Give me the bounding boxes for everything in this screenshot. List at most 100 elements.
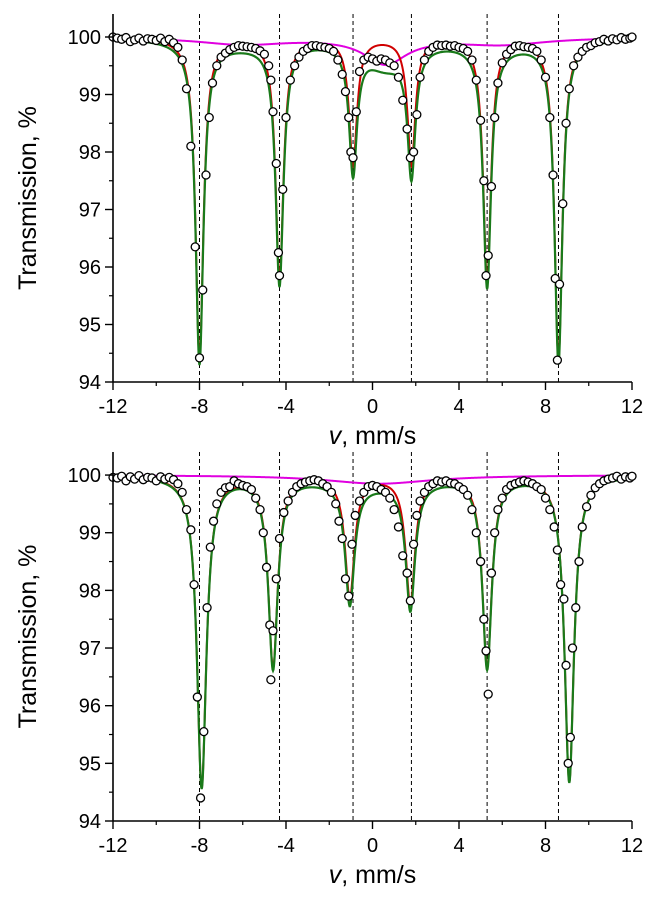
- data-point: [577, 522, 587, 532]
- data-point: [540, 493, 551, 503]
- data-point: [561, 660, 571, 670]
- data-point: [497, 493, 507, 503]
- x-axis-title: v, mm/s: [329, 861, 417, 889]
- x-tick-label: 12: [621, 835, 643, 857]
- data-point: [467, 55, 477, 65]
- x-axis-title-rest: , mm/s: [341, 422, 416, 450]
- data-point: [415, 72, 425, 82]
- y-axis-title: Transmission, %: [14, 106, 42, 290]
- data-point: [246, 484, 257, 495]
- data-point: [545, 112, 555, 123]
- data-point: [479, 614, 489, 624]
- x-tick-label: -12: [99, 835, 128, 857]
- data-point: [555, 579, 566, 590]
- data-point: [344, 591, 354, 601]
- data-point: [497, 58, 507, 68]
- data-point: [532, 46, 542, 57]
- data-point: [490, 528, 500, 538]
- y-tick-label: 95: [79, 315, 101, 337]
- data-point: [274, 270, 285, 281]
- panel-top: -12 -8 -4 0 4 8 12 94 95 96 97 98 99 100 Transmission,…: [14, 14, 643, 450]
- x-axis-title-rest: , mm/s: [341, 861, 416, 889]
- data-point: [586, 490, 596, 500]
- data-point: [415, 496, 425, 506]
- x-tick-label: 0: [367, 396, 378, 418]
- data-point: [554, 279, 565, 289]
- data-point: [354, 496, 365, 506]
- data-point: [283, 496, 293, 506]
- data-point: [199, 726, 209, 737]
- data-point: [334, 516, 344, 526]
- data-point: [545, 505, 555, 515]
- data-point: [405, 596, 415, 606]
- data-point: [493, 78, 503, 88]
- data-point: [412, 510, 422, 521]
- data-point: [212, 499, 222, 509]
- data-point: [559, 594, 569, 604]
- data-point: [389, 505, 399, 515]
- data-point: [326, 487, 337, 498]
- data-point: [564, 84, 574, 94]
- data-point: [279, 507, 289, 518]
- x-axis-title-symbol: v: [329, 422, 343, 450]
- y-tick-label: 96: [79, 257, 101, 279]
- data-point: [354, 66, 365, 77]
- data-point: [393, 522, 404, 532]
- data-point: [627, 32, 637, 42]
- x-tick-label: 12: [621, 396, 643, 418]
- data-point: [202, 603, 212, 613]
- data-point: [398, 95, 408, 105]
- data-point: [285, 75, 295, 85]
- x-tick-label: -8: [191, 396, 209, 418]
- y-tick-label: 99: [79, 523, 101, 545]
- data-point: [552, 545, 563, 555]
- y-tick-label: 100: [68, 27, 101, 49]
- data-point: [190, 242, 200, 252]
- data-point: [561, 118, 571, 128]
- data-point: [540, 72, 551, 82]
- data-point: [194, 353, 205, 363]
- data-point: [490, 112, 500, 123]
- data-point: [340, 574, 351, 584]
- data-point: [266, 75, 276, 85]
- data-point: [483, 250, 493, 261]
- data-point: [266, 675, 276, 685]
- data-point: [475, 115, 486, 126]
- data-point: [268, 107, 278, 117]
- data-point: [471, 528, 481, 538]
- data-point: [563, 758, 573, 768]
- y-tick-label: 94: [79, 372, 101, 394]
- data-point: [189, 579, 199, 590]
- data-point: [568, 61, 579, 71]
- data-point: [402, 568, 412, 578]
- data-point: [552, 355, 563, 365]
- data-point: [385, 493, 395, 503]
- data-point: [261, 562, 272, 572]
- data-point: [173, 42, 183, 52]
- data-point: [333, 55, 343, 65]
- x-axis-title: v, mm/s: [329, 422, 417, 450]
- data-point: [331, 499, 341, 509]
- data-point: [289, 61, 300, 71]
- data-point: [486, 181, 497, 192]
- data-point: [264, 61, 274, 71]
- data-point: [344, 112, 354, 123]
- data-point: [486, 568, 497, 578]
- data-point: [177, 487, 187, 498]
- data-point: [181, 84, 192, 94]
- data-point: [536, 484, 546, 495]
- data-point: [351, 107, 361, 117]
- data-point: [255, 505, 265, 515]
- data-point: [462, 46, 473, 57]
- data-point: [181, 505, 192, 515]
- total-fit-curve: [113, 38, 632, 366]
- y-axis-title: Transmission, %: [14, 545, 42, 729]
- data-point: [567, 643, 578, 653]
- data-point: [337, 69, 347, 80]
- data-point: [207, 78, 218, 88]
- data-point: [479, 176, 489, 186]
- data-point: [350, 510, 360, 521]
- data-point: [402, 124, 412, 134]
